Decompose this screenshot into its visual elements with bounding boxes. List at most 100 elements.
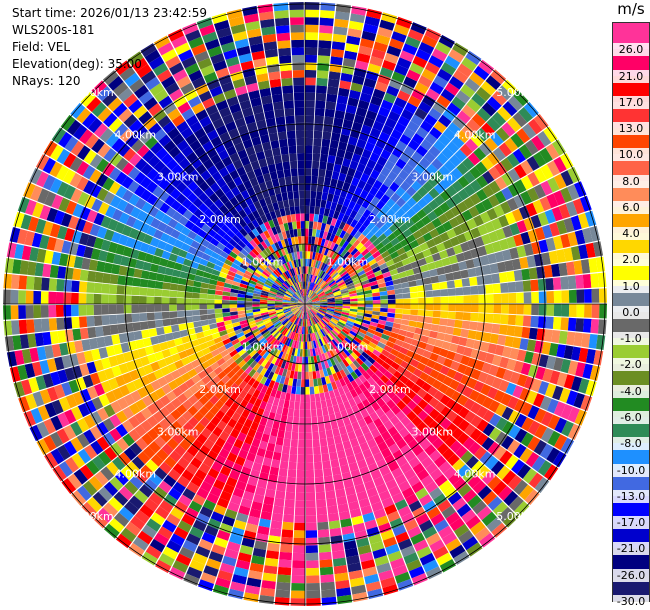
range-gate — [96, 436, 110, 451]
range-gate — [254, 318, 263, 323]
range-gate — [248, 570, 263, 580]
range-gate — [201, 532, 216, 544]
range-gate — [259, 87, 272, 98]
range-gate — [299, 251, 303, 259]
range-gate — [350, 219, 359, 228]
range-gate — [91, 198, 103, 212]
range-gate — [387, 110, 401, 122]
range-gate — [454, 319, 463, 329]
range-gate — [309, 310, 314, 317]
range-gate — [265, 488, 276, 498]
range-gate — [37, 188, 50, 204]
range-gate — [133, 268, 143, 278]
range-gate — [312, 145, 321, 154]
range-gate — [253, 200, 262, 210]
range-gate — [319, 161, 327, 170]
range-gate — [204, 247, 214, 256]
range-gate — [274, 413, 282, 423]
range-gate — [180, 127, 194, 140]
range-gate — [342, 119, 354, 129]
range-gate — [456, 162, 469, 176]
range-gate — [184, 362, 194, 372]
range-gate — [575, 318, 584, 332]
range-gate — [350, 380, 359, 389]
range-gate — [393, 175, 405, 187]
range-gate — [271, 329, 279, 336]
range-gate — [168, 380, 179, 391]
range-gate — [462, 536, 479, 551]
range-gate — [317, 311, 325, 317]
range-gate — [174, 239, 184, 249]
range-gate — [327, 193, 334, 202]
range-gate — [390, 213, 400, 223]
range-gate — [248, 264, 256, 272]
range-gate — [208, 284, 217, 290]
range-gate — [468, 389, 480, 402]
range-gate — [138, 90, 154, 105]
range-gate — [105, 390, 117, 404]
range-gate — [338, 402, 346, 412]
range-gate — [328, 520, 341, 530]
range-gate — [409, 62, 424, 75]
range-gate — [317, 176, 325, 185]
range-gate — [102, 418, 115, 432]
range-gate — [296, 477, 305, 486]
range-gate — [296, 145, 305, 154]
range-gate — [98, 486, 113, 502]
range-gate — [383, 345, 393, 353]
range-gate — [402, 314, 411, 321]
range-gate — [129, 475, 144, 490]
range-gate — [271, 226, 278, 235]
range-gate — [453, 353, 463, 363]
range-gate — [314, 260, 319, 268]
range-gate — [118, 333, 128, 344]
range-gate — [116, 199, 128, 212]
range-gate — [161, 48, 178, 63]
range-gate — [381, 447, 392, 459]
range-gate — [208, 551, 224, 563]
range-gate — [101, 294, 109, 304]
range-gate — [305, 304, 312, 308]
range-gate — [361, 30, 377, 42]
range-gate — [352, 325, 361, 332]
range-gate — [238, 348, 247, 357]
range-gate — [323, 414, 331, 424]
range-gate — [36, 438, 50, 455]
range-gate — [378, 106, 391, 118]
range-gate — [206, 450, 219, 461]
range-gate — [485, 313, 494, 323]
range-gate — [179, 439, 191, 451]
range-gate — [117, 275, 126, 286]
range-gate — [310, 317, 315, 326]
range-gate — [152, 173, 165, 186]
range-gate — [487, 496, 503, 511]
range-gate — [237, 266, 246, 274]
range-gate — [263, 283, 272, 289]
range-gate — [135, 339, 145, 349]
range-gate — [42, 157, 56, 174]
range-gate — [422, 94, 436, 108]
range-gate — [312, 332, 317, 341]
range-gate — [300, 311, 303, 319]
range-gate — [76, 244, 86, 257]
range-gate — [348, 200, 356, 210]
range-gate — [291, 295, 299, 301]
range-gate — [347, 268, 356, 275]
range-gate — [218, 271, 228, 279]
range-gate — [241, 259, 250, 267]
range-gate — [286, 279, 292, 287]
range-gate — [349, 209, 358, 219]
range-gate — [273, 101, 284, 111]
range-gate — [206, 242, 217, 252]
range-gate — [451, 335, 461, 345]
range-gate — [286, 312, 293, 318]
range-gate — [83, 350, 94, 363]
range-gate — [79, 363, 90, 377]
range-gate — [342, 309, 350, 314]
range-gate — [164, 373, 175, 384]
range-gate — [488, 364, 499, 377]
range-gate — [433, 455, 447, 468]
range-gate — [268, 245, 275, 254]
range-gate — [319, 230, 325, 239]
range-gate — [174, 376, 185, 387]
